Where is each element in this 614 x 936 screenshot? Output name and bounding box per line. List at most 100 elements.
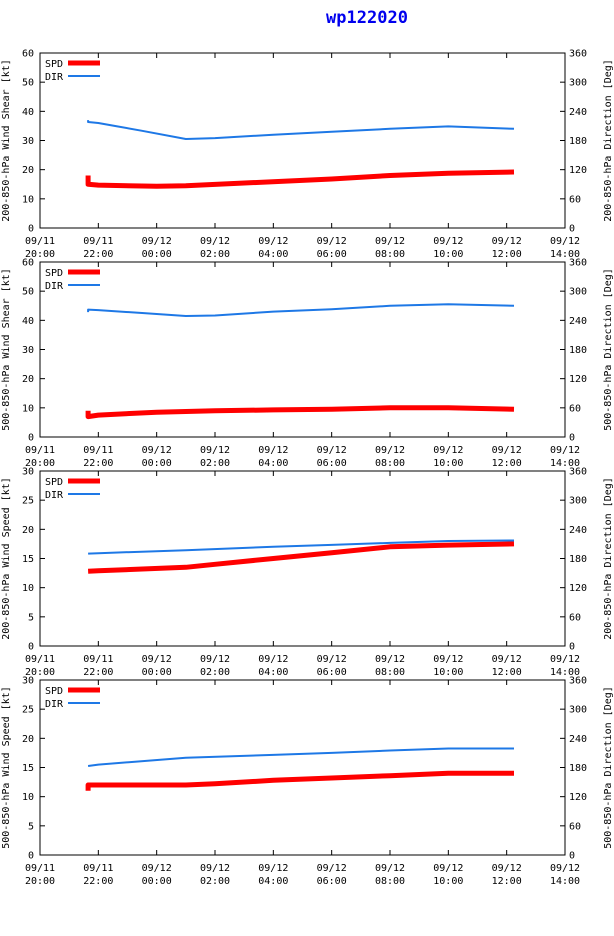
x-tick-label-time: 22:00 (83, 876, 113, 887)
x-tick-label-time: 10:00 (433, 667, 463, 678)
x-tick-label-time: 04:00 (258, 249, 288, 260)
chart-panel-1: 0 10 20 30 40 50 60 0 60 120 180 240 300 360 09/11 20:0… (1, 49, 614, 261)
x-tick-label-date: 09/12 (317, 654, 347, 665)
left-y-tick-label: 15 (22, 554, 34, 565)
left-axis-label: 500-850-hPa Wind Speed [kt] (1, 686, 12, 849)
x-tick-label-date: 09/12 (492, 445, 522, 456)
right-y-tick-label: 360 (569, 467, 587, 478)
left-y-tick-label: 60 (22, 258, 34, 269)
x-tick-label-time: 02:00 (200, 667, 230, 678)
x-tick-label-time: 14:00 (550, 458, 580, 469)
right-y-tick-label: 360 (569, 676, 587, 687)
legend-label-dir: DIR (45, 490, 64, 501)
x-tick-label-date: 09/12 (492, 654, 522, 665)
right-y-tick-label: 300 (569, 78, 587, 89)
right-axis-label: 200-850-hPa Direction [Deg] (603, 59, 614, 222)
right-y-tick-label: 0 (569, 433, 575, 444)
left-axis-label: 200-850-hPa Wind Speed [kt] (1, 477, 12, 640)
left-y-tick-label: 0 (28, 224, 34, 235)
legend-label-spd: SPD (45, 477, 63, 488)
legend-label-dir: DIR (45, 281, 64, 292)
x-tick-label-date: 09/12 (317, 445, 347, 456)
left-y-tick-label: 40 (22, 316, 34, 327)
x-tick-label-time: 04:00 (258, 876, 288, 887)
x-tick-label-date: 09/12 (550, 863, 580, 874)
x-tick-label-date: 09/12 (433, 863, 463, 874)
x-tick-label-time: 12:00 (492, 249, 522, 260)
x-tick-label-time: 20:00 (25, 249, 55, 260)
left-y-tick-label: 10 (22, 583, 34, 594)
right-y-tick-label: 120 (569, 583, 587, 594)
right-y-tick-label: 300 (569, 705, 587, 716)
left-y-tick-label: 50 (22, 287, 34, 298)
chart-panel-2: 0 10 20 30 40 50 60 0 60 120 180 240 300 360 09/11 20:0… (1, 258, 614, 470)
x-tick-label-date: 09/11 (25, 445, 55, 456)
x-tick-label-time: 12:00 (492, 876, 522, 887)
x-tick-label-time: 08:00 (375, 667, 405, 678)
left-axis-label: 500-850-hPa Wind Shear [kt] (1, 268, 12, 431)
x-tick-label-date: 09/11 (83, 236, 113, 247)
x-tick-label-time: 10:00 (433, 458, 463, 469)
right-y-tick-label: 300 (569, 496, 587, 507)
right-y-tick-label: 120 (569, 374, 587, 385)
left-y-tick-label: 50 (22, 78, 34, 89)
legend-label-dir: DIR (45, 72, 64, 83)
x-tick-label-date: 09/11 (83, 445, 113, 456)
left-y-tick-label: 0 (28, 642, 34, 653)
left-y-tick-label: 60 (22, 49, 34, 60)
right-y-tick-label: 60 (569, 821, 581, 832)
x-tick-label-date: 09/12 (258, 236, 288, 247)
series-line-spd (85, 770, 514, 791)
right-y-tick-label: 180 (569, 763, 587, 774)
legend-label-spd: SPD (45, 59, 63, 70)
page-title: wp122020 (326, 8, 408, 28)
series-line-spd (87, 541, 515, 574)
x-tick-label-date: 09/12 (375, 236, 405, 247)
right-y-tick-label: 120 (569, 165, 587, 176)
x-tick-label-time: 12:00 (492, 458, 522, 469)
right-y-tick-label: 360 (569, 49, 587, 60)
x-tick-label-date: 09/12 (258, 654, 288, 665)
series-line-dir (87, 303, 515, 317)
right-y-tick-label: 360 (569, 258, 587, 269)
x-tick-label-time: 08:00 (375, 249, 405, 260)
x-tick-label-date: 09/12 (317, 236, 347, 247)
left-y-tick-label: 10 (22, 194, 34, 205)
series-line-dir (87, 120, 515, 140)
left-y-tick-label: 20 (22, 374, 34, 385)
right-y-tick-label: 60 (569, 403, 581, 414)
x-tick-label-date: 09/11 (25, 863, 55, 874)
x-tick-label-time: 14:00 (550, 249, 580, 260)
left-y-tick-label: 0 (28, 851, 34, 862)
left-y-tick-label: 25 (22, 496, 34, 507)
x-tick-label-time: 20:00 (25, 876, 55, 887)
series-line-dir (88, 539, 515, 555)
x-tick-label-date: 09/12 (550, 236, 580, 247)
x-tick-label-time: 00:00 (142, 249, 172, 260)
right-y-tick-label: 0 (569, 851, 575, 862)
x-tick-label-time: 22:00 (83, 458, 113, 469)
x-tick-label-date: 09/12 (492, 863, 522, 874)
x-tick-label-date: 09/12 (200, 445, 230, 456)
right-y-tick-label: 240 (569, 107, 587, 118)
legend-label-dir: DIR (45, 699, 64, 710)
x-tick-label-time: 08:00 (375, 876, 405, 887)
series-line-spd (85, 405, 515, 420)
x-tick-label-time: 22:00 (83, 667, 113, 678)
right-y-tick-label: 0 (569, 224, 575, 235)
x-tick-label-date: 09/12 (375, 654, 405, 665)
right-y-tick-label: 240 (569, 316, 587, 327)
series-line-dir (87, 747, 514, 767)
left-y-tick-label: 0 (28, 433, 34, 444)
x-tick-label-time: 00:00 (142, 667, 172, 678)
x-tick-label-date: 09/11 (25, 236, 55, 247)
left-y-tick-label: 30 (22, 136, 34, 147)
left-y-tick-label: 30 (22, 676, 34, 687)
plot-frame (39, 679, 566, 856)
right-y-tick-label: 180 (569, 136, 587, 147)
left-y-tick-label: 5 (28, 821, 34, 832)
left-y-tick-label: 20 (22, 525, 34, 536)
right-y-tick-label: 240 (569, 734, 587, 745)
plot-frame (39, 52, 566, 229)
